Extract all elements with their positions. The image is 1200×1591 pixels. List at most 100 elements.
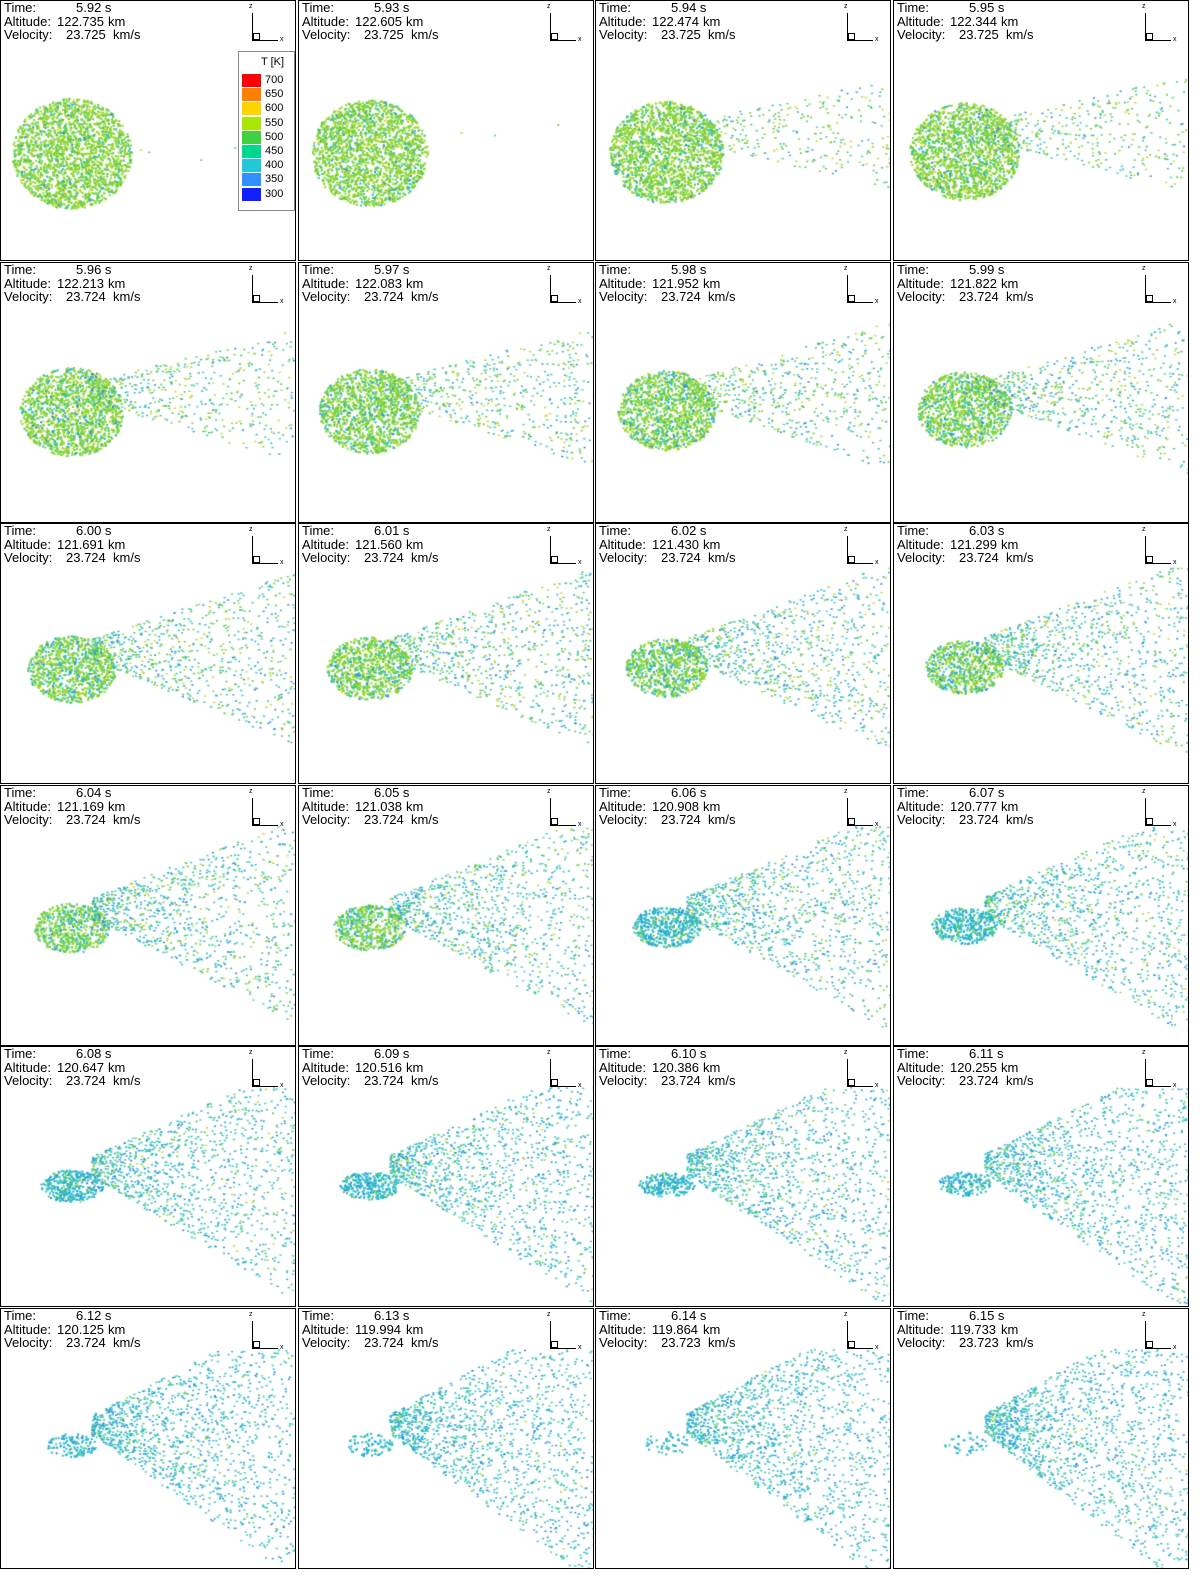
axis-vline [847,798,848,826]
particle-render [894,786,1188,1045]
frame-panel: Time: 5.99 s Altitude: 121.822 km Velocity: 23… [893,262,1189,523]
axis-box [551,556,558,563]
axis-x-label: x [875,1082,879,1089]
velocity-label: Velocity: [4,812,53,827]
velocity-label: Velocity: [302,550,351,565]
time-label: Time: [302,785,335,800]
altitude-value: 122.735 [57,13,104,29]
axis-z-label: z [1142,3,1146,10]
time-label: Time: [4,523,37,538]
time-label: Time: [599,262,632,277]
time-label: Time: [897,1046,930,1061]
time-value: 6.04 s [76,785,112,800]
time-label: Time: [599,523,632,538]
altitude-value: 122.083 [355,275,402,291]
particle-render [299,1309,593,1568]
time-value: 6.09 s [374,1046,410,1061]
particle-render [894,263,1188,522]
altitude-unit: km [108,13,126,29]
axis-x-label: x [875,559,879,566]
velocity-unit: km/s [1006,289,1034,304]
time-label: Time: [897,1308,930,1323]
particle-render [894,1,1188,260]
altitude-label: Altitude: [302,798,349,814]
frame-panel: Time: 5.98 s Altitude: 121.952 km Velocity: 23… [595,262,891,523]
velocity-value: 23.724 [66,550,106,565]
axis-vline [252,13,253,41]
time-label: Time: [897,785,930,800]
axis-z-label: z [844,265,848,272]
altitude-label: Altitude: [599,275,646,291]
altitude-unit: km [703,536,721,552]
axis-x-label: x [578,36,582,43]
time-value: 5.97 s [374,262,410,277]
velocity-unit: km/s [113,550,141,565]
frame-panel: Time: 6.05 s Altitude: 121.038 km Velocity: 23… [298,785,594,1046]
axis-z-label: z [844,1311,848,1318]
altitude-unit: km [406,275,424,291]
frame-panel: Time: 6.01 s Altitude: 121.560 km Velocity: 23… [298,523,594,784]
velocity-value: 23.723 [661,1335,701,1350]
velocity-label: Velocity: [4,1335,53,1350]
velocity-label: Velocity: [897,812,946,827]
velocity-unit: km/s [708,1335,736,1350]
altitude-unit: km [1001,798,1019,814]
axis-x-label: x [1173,1344,1177,1351]
time-value: 6.05 s [374,785,410,800]
time-label: Time: [599,0,632,15]
velocity-value: 23.724 [364,1335,404,1350]
axis-z-label: z [1142,1049,1146,1056]
velocity-label: Velocity: [599,27,648,42]
time-label: Time: [302,0,335,15]
altitude-unit: km [1001,1321,1019,1337]
frame-panel: Time: 5.95 s Altitude: 122.344 km Velocity: 23… [893,0,1189,261]
particle-render [1,1309,295,1568]
altitude-label: Altitude: [897,1059,944,1075]
legend-swatch [242,159,261,173]
axis-z-label: z [249,526,253,533]
axis-z-label: z [249,3,253,10]
altitude-label: Altitude: [302,1059,349,1075]
time-value: 6.13 s [374,1308,410,1323]
particle-render [299,1,593,260]
time-value: 6.11 s [969,1046,1004,1061]
axis-box [848,1341,855,1348]
legend-swatch [242,173,261,187]
axis-box [551,1079,558,1086]
axis-box [1146,33,1153,40]
frame-panel: Time: 6.02 s Altitude: 121.430 km Velocity: 23… [595,523,891,784]
axis-x-label: x [578,559,582,566]
legend-tick: 300 [265,187,284,200]
frame-panel: Time: 6.10 s Altitude: 120.386 km Velocity: 23… [595,1046,891,1307]
axis-hline [252,302,278,303]
axis-vline [1145,275,1146,303]
time-value: 6.01 s [374,523,410,538]
particle-render [1,263,295,522]
altitude-value: 122.344 [950,13,997,29]
altitude-label: Altitude: [4,536,51,552]
altitude-unit: km [108,275,126,291]
particle-render [596,263,890,522]
velocity-value: 23.724 [661,1073,701,1088]
frame-panel: Time: 5.94 s Altitude: 122.474 km Velocity: 23… [595,0,891,261]
altitude-label: Altitude: [4,1321,51,1337]
axis-box [1146,556,1153,563]
altitude-value: 120.516 [355,1059,402,1075]
axis-box [253,818,260,825]
altitude-label: Altitude: [599,798,646,814]
velocity-label: Velocity: [599,1335,648,1350]
altitude-label: Altitude: [897,275,944,291]
frame-panel: Time: 6.06 s Altitude: 120.908 km Velocity: 23… [595,785,891,1046]
axis-vline [847,1321,848,1349]
axis-x-label: x [1173,1082,1177,1089]
axis-z-label: z [249,265,253,272]
velocity-value: 23.724 [959,289,999,304]
altitude-unit: km [108,798,126,814]
